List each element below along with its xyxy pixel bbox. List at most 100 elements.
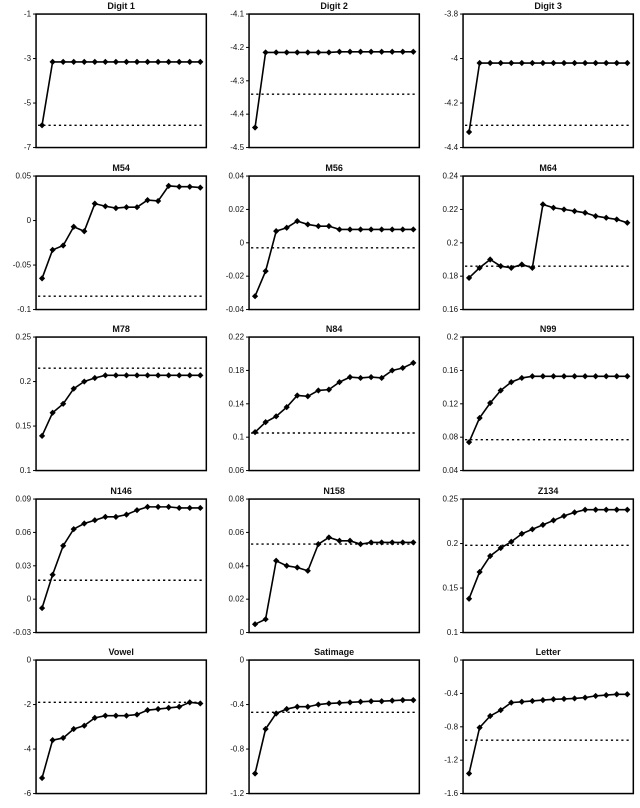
y-tick-label: -0.4 bbox=[231, 700, 245, 709]
y-axis: -1 -3 -5 -7 bbox=[24, 10, 37, 152]
y-tick-label: 0.2 bbox=[447, 238, 459, 247]
diamond-marker bbox=[112, 204, 120, 211]
series-markers bbox=[252, 534, 417, 628]
diamond-marker bbox=[497, 262, 504, 269]
chart-digit-3: Digit 3 -3.8 -4 -4.2 -4.4 bbox=[427, 0, 640, 162]
diamond-marker bbox=[262, 726, 270, 733]
diamond-marker bbox=[528, 698, 536, 705]
chart-title: Digit 2 bbox=[321, 1, 349, 11]
diamond-marker bbox=[155, 58, 162, 65]
diamond-marker bbox=[133, 506, 141, 514]
diamond-marker bbox=[571, 509, 578, 516]
diamond-marker bbox=[378, 48, 386, 55]
diamond-marker bbox=[294, 704, 301, 711]
chart-canvas-letter: Letter 0 -0.4 -0.8 -1.2 -1.6 bbox=[444, 647, 634, 798]
diamond-marker bbox=[357, 375, 364, 382]
diamond-marker bbox=[486, 400, 493, 407]
diamond-marker bbox=[283, 706, 291, 713]
diamond-marker bbox=[155, 503, 162, 510]
diamond-marker bbox=[60, 58, 67, 65]
diamond-marker bbox=[273, 557, 280, 564]
series-line bbox=[467, 62, 627, 133]
y-tick-label: -0.05 bbox=[13, 260, 32, 269]
chart-n84: N84 0.22 0.18 0.14 0.1 0.06 bbox=[213, 323, 426, 485]
diamond-marker bbox=[486, 255, 493, 263]
plot-area bbox=[248, 174, 421, 310]
diamond-marker bbox=[507, 59, 515, 67]
y-tick-label: 0.16 bbox=[442, 366, 458, 375]
diamond-marker bbox=[560, 512, 567, 519]
chart-canvas-m56: M56 0.04 0.02 0 -0.02 -0.04 bbox=[226, 163, 421, 314]
y-tick-label: 0.06 bbox=[15, 528, 31, 537]
diamond-marker bbox=[623, 219, 631, 226]
series-markers bbox=[38, 372, 204, 440]
diamond-marker bbox=[133, 372, 141, 379]
y-tick-label: 0.2 bbox=[20, 377, 32, 386]
plot-area bbox=[248, 659, 421, 795]
y-tick-label: -4.2 bbox=[231, 43, 245, 52]
y-tick-label: 0.25 bbox=[15, 333, 31, 342]
diamond-marker bbox=[410, 48, 417, 55]
series-markers bbox=[252, 217, 417, 299]
diamond-marker bbox=[410, 225, 417, 233]
diamond-marker bbox=[518, 530, 525, 537]
diamond-marker bbox=[186, 699, 193, 706]
y-tick-label: 0 bbox=[27, 656, 32, 665]
diamond-marker bbox=[399, 225, 407, 233]
y-tick-label: -0.8 bbox=[231, 745, 245, 754]
y-tick-label: 0.22 bbox=[442, 205, 458, 214]
diamond-marker bbox=[186, 372, 193, 379]
diamond-marker bbox=[102, 513, 109, 520]
diamond-marker bbox=[560, 373, 567, 380]
diamond-marker bbox=[123, 203, 130, 210]
chart-n99: N99 0.2 0.16 0.12 0.08 0.04 bbox=[427, 323, 640, 485]
diamond-marker bbox=[91, 375, 98, 382]
diamond-marker bbox=[347, 374, 354, 381]
diamond-marker bbox=[476, 724, 483, 732]
diamond-marker bbox=[613, 373, 620, 380]
diamond-marker bbox=[399, 48, 407, 55]
diamond-marker bbox=[581, 506, 588, 513]
diamond-marker bbox=[123, 511, 130, 518]
chart-m78: M78 0.25 0.2 0.15 0.1 bbox=[0, 323, 213, 485]
series-line bbox=[41, 505, 201, 609]
diamond-marker bbox=[399, 697, 407, 704]
chart-digit-1: Digit 1 -1 -3 -5 -7 bbox=[0, 0, 213, 162]
y-tick-label: -5 bbox=[24, 99, 32, 108]
chart-title: M64 bbox=[539, 163, 557, 173]
diamond-marker bbox=[378, 698, 386, 705]
series-line bbox=[467, 508, 627, 599]
chart-canvas-vowel: Vowel 0 -2 -4 -6 bbox=[24, 647, 208, 798]
diamond-marker bbox=[560, 205, 567, 213]
diamond-marker bbox=[539, 697, 546, 704]
diamond-marker bbox=[38, 775, 46, 782]
y-tick-label: -3.8 bbox=[444, 10, 458, 19]
plot-area bbox=[461, 174, 634, 310]
y-tick-label: 0 bbox=[240, 238, 245, 247]
y-tick-label: 0 bbox=[240, 656, 245, 665]
diamond-marker bbox=[378, 375, 386, 382]
diamond-marker bbox=[613, 506, 620, 513]
y-tick-label: -7 bbox=[24, 143, 32, 152]
diamond-marker bbox=[326, 49, 333, 56]
y-tick-label: 0.12 bbox=[442, 399, 458, 408]
plot-area bbox=[461, 659, 634, 795]
y-tick-label: -4.1 bbox=[231, 10, 245, 19]
diamond-marker bbox=[186, 183, 193, 190]
y-tick-label: -1.2 bbox=[231, 789, 245, 798]
diamond-marker bbox=[602, 692, 609, 699]
diamond-marker bbox=[123, 372, 130, 379]
diamond-marker bbox=[102, 202, 109, 210]
diamond-marker bbox=[49, 58, 56, 65]
y-tick-label: 0.22 bbox=[229, 333, 245, 342]
diamond-marker bbox=[91, 58, 98, 65]
diamond-marker bbox=[571, 59, 578, 67]
diamond-marker bbox=[399, 365, 407, 372]
diamond-marker bbox=[197, 372, 204, 379]
diamond-marker bbox=[112, 58, 120, 65]
y-axis: 0.25 0.2 0.15 0.1 bbox=[442, 494, 463, 637]
series-line bbox=[467, 693, 627, 775]
diamond-marker bbox=[613, 215, 620, 223]
chart-canvas-n84: N84 0.22 0.18 0.14 0.1 0.06 bbox=[229, 324, 421, 475]
